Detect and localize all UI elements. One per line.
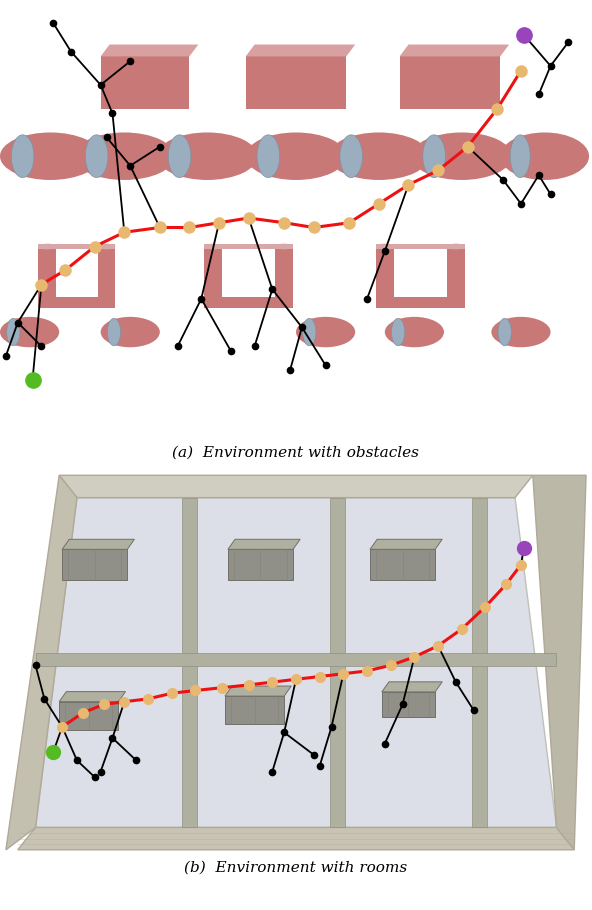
Ellipse shape xyxy=(11,135,34,177)
Bar xyxy=(38,244,115,249)
Bar xyxy=(62,550,127,580)
Ellipse shape xyxy=(500,133,589,180)
Bar xyxy=(376,244,465,249)
Bar xyxy=(376,247,394,308)
Bar xyxy=(204,297,293,308)
Ellipse shape xyxy=(275,244,293,249)
Bar xyxy=(382,692,435,717)
Polygon shape xyxy=(59,692,126,702)
Bar xyxy=(447,247,465,308)
Bar xyxy=(225,696,284,724)
Ellipse shape xyxy=(296,317,355,348)
Polygon shape xyxy=(246,45,355,56)
Polygon shape xyxy=(533,475,586,850)
Ellipse shape xyxy=(74,133,175,180)
Ellipse shape xyxy=(98,244,115,249)
Bar xyxy=(101,56,189,108)
Ellipse shape xyxy=(168,135,191,177)
Bar xyxy=(376,297,465,308)
Polygon shape xyxy=(101,45,198,56)
Bar xyxy=(204,247,222,308)
Polygon shape xyxy=(400,45,509,56)
Polygon shape xyxy=(382,682,442,692)
Ellipse shape xyxy=(101,317,160,348)
Ellipse shape xyxy=(498,318,511,346)
Polygon shape xyxy=(59,475,533,498)
Bar xyxy=(38,297,115,308)
Text: (b)  Environment with rooms: (b) Environment with rooms xyxy=(184,861,408,875)
Bar xyxy=(98,247,115,308)
Ellipse shape xyxy=(7,318,20,346)
Ellipse shape xyxy=(376,244,394,249)
Bar xyxy=(59,702,118,730)
Ellipse shape xyxy=(385,317,444,348)
Ellipse shape xyxy=(329,133,429,180)
Polygon shape xyxy=(472,498,487,827)
Ellipse shape xyxy=(491,317,551,348)
Bar xyxy=(246,56,346,108)
Ellipse shape xyxy=(0,133,101,180)
Ellipse shape xyxy=(157,133,258,180)
Polygon shape xyxy=(36,498,556,827)
Ellipse shape xyxy=(303,318,316,346)
Polygon shape xyxy=(6,475,77,850)
Ellipse shape xyxy=(447,244,465,249)
Bar xyxy=(228,550,293,580)
Bar xyxy=(370,550,435,580)
Ellipse shape xyxy=(340,135,362,177)
Polygon shape xyxy=(370,540,442,550)
Ellipse shape xyxy=(38,244,56,249)
Ellipse shape xyxy=(391,318,405,346)
Bar xyxy=(400,56,500,108)
Ellipse shape xyxy=(411,133,512,180)
Bar xyxy=(204,244,293,249)
Ellipse shape xyxy=(257,135,279,177)
Ellipse shape xyxy=(204,244,222,249)
Ellipse shape xyxy=(85,135,108,177)
Polygon shape xyxy=(225,686,291,696)
Ellipse shape xyxy=(0,317,59,348)
Ellipse shape xyxy=(423,135,445,177)
Ellipse shape xyxy=(107,318,121,346)
Polygon shape xyxy=(62,540,134,550)
Polygon shape xyxy=(18,827,574,850)
Bar xyxy=(275,247,293,308)
Polygon shape xyxy=(228,540,300,550)
Ellipse shape xyxy=(246,133,346,180)
Polygon shape xyxy=(36,653,556,666)
Polygon shape xyxy=(182,498,197,827)
Ellipse shape xyxy=(510,135,530,177)
Polygon shape xyxy=(330,498,345,827)
Text: (a)  Environment with obstacles: (a) Environment with obstacles xyxy=(172,445,420,460)
Bar xyxy=(38,247,56,308)
